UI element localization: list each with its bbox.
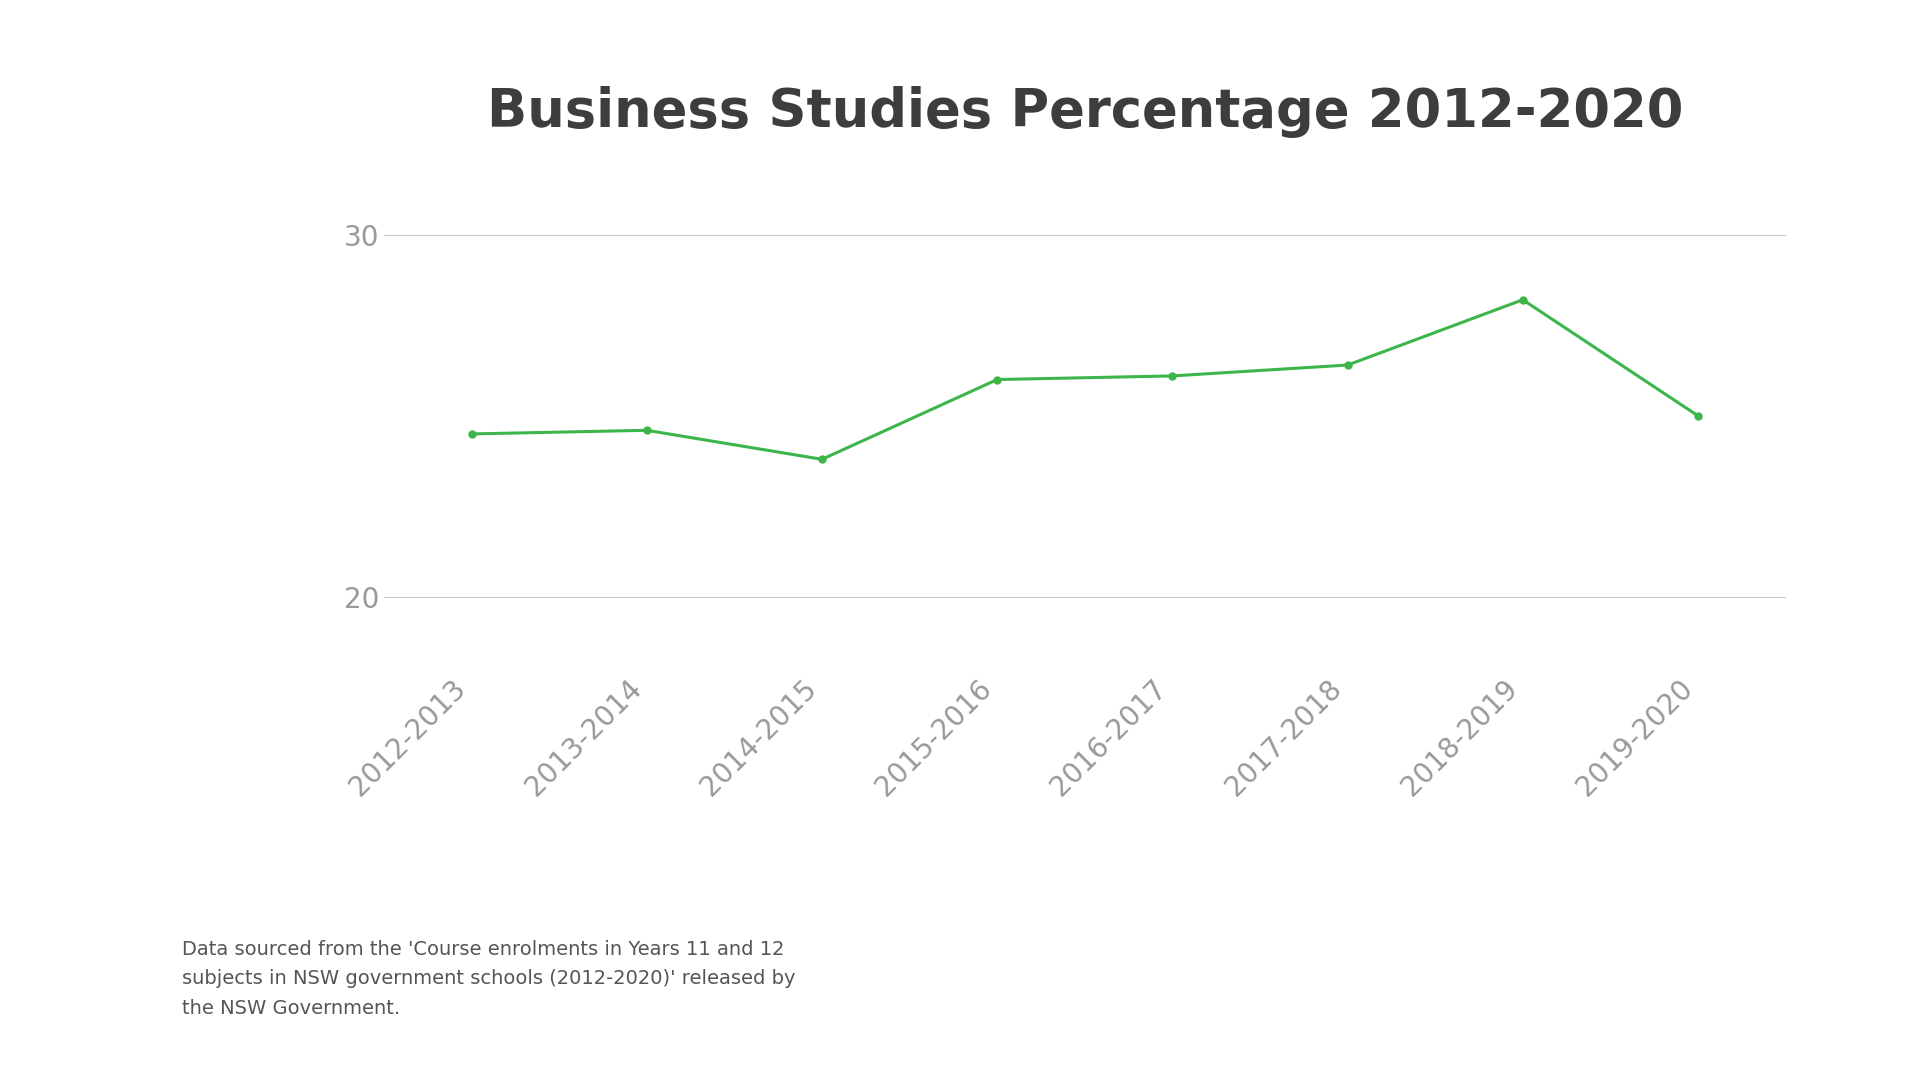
Title: Business Studies Percentage 2012-2020: Business Studies Percentage 2012-2020 (486, 86, 1684, 138)
Text: Data sourced from the 'Course enrolments in Years 11 and 12
subjects in NSW gove: Data sourced from the 'Course enrolments… (182, 940, 797, 1017)
